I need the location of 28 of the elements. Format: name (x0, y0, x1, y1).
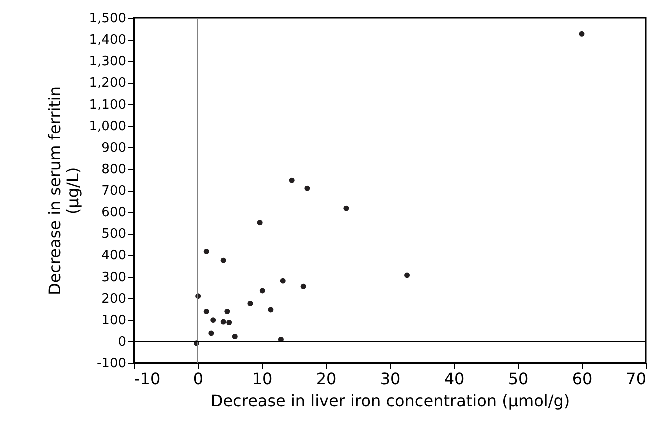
x-tick-label: 20 (316, 370, 337, 388)
x-axis-title: Decrease in liver iron concentration (μmol/g) (210, 392, 570, 410)
x-tick-label: 50 (508, 370, 529, 388)
x-tick-label: 70 (626, 370, 646, 388)
x-tick-label: 0 (193, 370, 204, 388)
y-tick-label: 100 (102, 313, 126, 328)
y-tick-label: 1,200 (89, 76, 126, 92)
y-tick-label: 1,300 (89, 54, 126, 70)
y-tick-label: 900 (102, 140, 126, 156)
y-tick-label: 200 (102, 292, 126, 307)
y-tick-label: 700 (102, 184, 126, 199)
y-tick-label: 300 (102, 270, 126, 286)
y-tick-label: 600 (102, 206, 126, 221)
x-tick-label: 40 (444, 370, 465, 388)
x-tick-label: 60 (572, 370, 593, 388)
y-tick-label: 400 (102, 248, 126, 264)
y-tick-label: 1,000 (89, 119, 126, 134)
x-tick-label: -10 (134, 370, 161, 388)
x-tick-label: 10 (252, 370, 273, 388)
x-tick-label: 30 (380, 370, 401, 388)
y-axis-title: Decrease in serum ferritin (μg/L) (45, 86, 82, 296)
y-tick-label: 1,500 (89, 12, 126, 26)
y-tick-label: 1,400 (89, 33, 126, 48)
y-tick-label: -100 (96, 356, 126, 372)
y-tick-label: 1,100 (89, 98, 126, 113)
y-tick-label: 0 (118, 334, 126, 350)
y-tick-label: 500 (102, 227, 126, 242)
y-tick-label: 800 (102, 162, 126, 178)
